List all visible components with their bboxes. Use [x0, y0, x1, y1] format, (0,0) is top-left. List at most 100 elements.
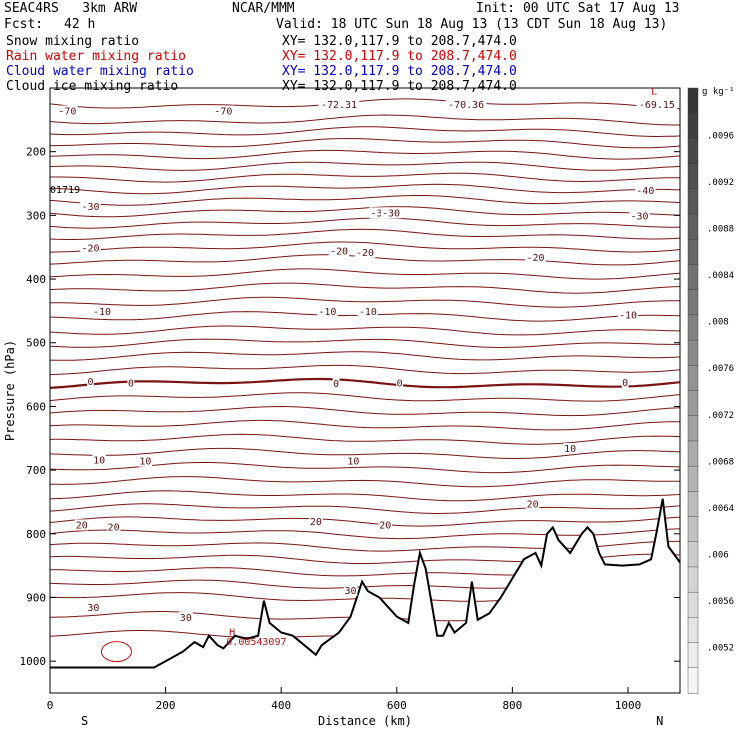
contour-label-bg: [396, 377, 404, 389]
contour-label: 0: [128, 378, 134, 389]
contour-label-bg: [346, 455, 361, 467]
contour-label-bg: [525, 251, 546, 263]
colorbar: g kg⁻¹ .0096 .0092 .0088 .0084 .008 .0076 .0072…: [687, 87, 735, 694]
contour-label: -70.36: [448, 100, 484, 111]
contour-line: [49, 161, 681, 171]
contour-line: [49, 351, 681, 361]
contour-label: 20: [310, 517, 322, 528]
contour-line: [49, 241, 681, 253]
contour-label: 30: [345, 586, 357, 597]
contour-label-bg: [636, 99, 678, 111]
forecast-hour: 42 h: [64, 17, 96, 32]
contour-label-bg: [127, 377, 135, 389]
field-label-cloud-ice: Cloud ice mixing ratio: [6, 79, 179, 94]
contour-label-bg: [91, 306, 113, 318]
contour-label-bg: [74, 519, 89, 531]
forecast-label: Fcst:: [4, 17, 44, 32]
contour-label: -10: [359, 307, 377, 318]
contour-label-bg: [629, 210, 650, 222]
annotations: -70 -70-72.31 -70.36 -69.15-40-30-30 -30-30-…: [50, 86, 678, 648]
contour-label-bg: [378, 519, 393, 531]
field-label-rain: Rain water mixing ratio: [6, 49, 187, 64]
x-tick-label: 600: [387, 699, 407, 712]
colorbar-segment: [687, 264, 699, 291]
contour-label: -69.15: [639, 100, 675, 111]
contour-line: [49, 217, 681, 229]
contour-label: -10: [619, 310, 637, 321]
contour-line: [49, 461, 681, 474]
contour-line: [49, 405, 681, 417]
y-tick-label: 600: [26, 400, 46, 413]
colorbar-label: .0076: [707, 364, 734, 374]
contour-label-bg: [213, 105, 234, 117]
colorbar-label: .0072: [707, 411, 734, 421]
x-tick-label: 1000: [615, 699, 642, 712]
contour-label: 0: [622, 378, 628, 389]
contour-line: [49, 183, 681, 195]
contour-label-bg: [87, 376, 94, 388]
contour-line: [50, 172, 680, 183]
y-tick-label: 200: [26, 146, 46, 159]
init-time: Init: 00 UTC Sat 17 Aug 13: [476, 1, 680, 16]
contour-label: -30: [631, 212, 649, 223]
colorbar-segment: [687, 239, 699, 266]
contour-label-bg: [138, 455, 153, 467]
contour-label-bg: [92, 454, 106, 466]
x-tick-label: 0: [47, 699, 54, 712]
center-title: NCAR/MMM: [232, 1, 295, 16]
contour-line: [49, 392, 681, 402]
colorbar-label: .0092: [707, 178, 734, 188]
contour-line: [50, 296, 680, 308]
contour-line: [49, 228, 681, 240]
colorbar-label: .008: [707, 318, 729, 328]
colorbar-label: .0088: [707, 225, 734, 235]
colorbar-segment: [687, 113, 699, 140]
y-tick-label: 400: [26, 273, 46, 286]
contour-label-bg: [635, 185, 656, 197]
colorbar-segment: [687, 138, 699, 165]
colorbar-segment: [687, 289, 699, 316]
x-tick-label: 200: [156, 699, 176, 712]
contour-label: 10: [347, 457, 359, 468]
contour-label: 10: [564, 444, 576, 455]
contour-label-bg: [343, 585, 358, 597]
colorbar-segment: [687, 591, 699, 619]
y-tick-label: 500: [26, 337, 46, 350]
contour-line: [49, 447, 681, 459]
contour-line: [49, 114, 680, 126]
contour-label-bg: [80, 242, 101, 254]
colorbar-segment: [687, 188, 699, 215]
field-xy-cloud-ice: XY= 132.0,117.9 to 208.7,474.0: [282, 79, 517, 94]
field-xy-snow: XY= 132.0,117.9 to 208.7,474.0: [282, 34, 517, 49]
annotation-text: L: [651, 86, 657, 97]
colorbar-segment: [687, 339, 699, 366]
colorbar-label: .0084: [707, 271, 734, 281]
colorbar-segment: [687, 87, 699, 114]
contour-line: [49, 126, 681, 138]
closed-contour: [100, 641, 132, 663]
contour-label: -70: [58, 106, 76, 117]
model-title: SEAC4RS 3km ARW: [4, 1, 138, 16]
contour-label-bg: [445, 99, 487, 111]
y-tick-label: 700: [26, 464, 46, 477]
field-label-snow: Snow mixing ratio: [6, 34, 140, 49]
contour-label-bg: [563, 443, 577, 454]
contour-line: [49, 325, 681, 336]
north-label: N: [656, 714, 663, 728]
colorbar-segment: [687, 465, 699, 493]
y-axis-label: Pressure (hPa): [3, 340, 17, 441]
contour-label: -20: [356, 248, 374, 259]
colorbar-segment: [687, 365, 699, 392]
contour-line: [49, 377, 681, 389]
contour-label-bg: [332, 378, 340, 390]
colorbar-label: .0064: [707, 504, 734, 514]
contour-line: [49, 516, 681, 527]
colorbar-segment: [687, 566, 699, 593]
contour-label-bg: [318, 99, 360, 111]
colorbar-segment: [687, 440, 699, 467]
x-tick-label: 800: [502, 699, 522, 712]
contour-label-bg: [617, 309, 639, 321]
contour-line: [49, 195, 681, 206]
y-tick-label: 800: [26, 528, 46, 541]
